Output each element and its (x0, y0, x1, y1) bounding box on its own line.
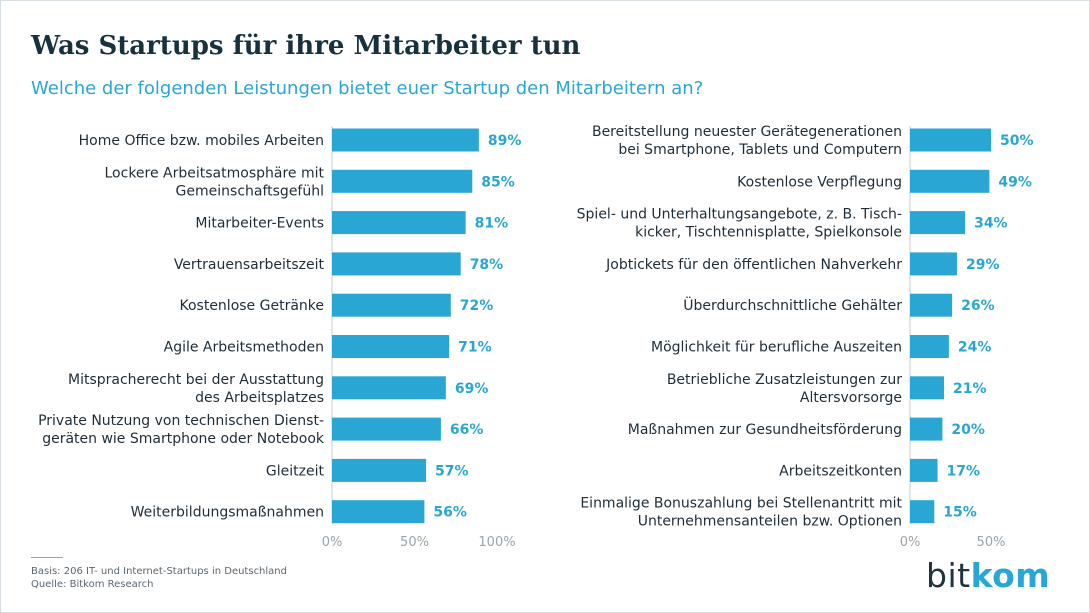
right-tick-label-2: 50% (977, 535, 1006, 550)
right-value-label-8: 20% (951, 422, 985, 438)
right-value-label-5: 26% (961, 298, 995, 314)
left-category-label-4: Vertrauensarbeitszeit (174, 257, 325, 273)
left-value-label-1: 89% (488, 133, 522, 149)
left-bar-4 (332, 252, 461, 276)
right-value-label-4: 29% (966, 257, 1000, 273)
right-bar-4 (910, 252, 957, 276)
left-value-label-2: 85% (481, 174, 515, 190)
right-tick-label-1: 0% (900, 535, 921, 550)
left-bar-6 (332, 335, 450, 358)
left-value-label-8: 66% (450, 422, 484, 438)
left-bar-9 (332, 458, 427, 482)
bitkom-logo: bitkom (926, 556, 1050, 595)
left-category-label-3: Mitarbeiter-Events (195, 216, 324, 232)
right-bar-3 (910, 211, 966, 235)
left-value-label-6: 71% (458, 340, 492, 356)
left-category-label-8: Private Nutzung von technischen Dienst-g… (38, 413, 325, 447)
left-value-label-3: 81% (475, 216, 509, 232)
right-category-label-6: Möglichkeit für berufliche Auszeiten (651, 340, 902, 356)
left-tick-label-1: 0% (322, 535, 343, 550)
right-value-label-9: 17% (947, 463, 981, 479)
right-category-label-4: Jobtickets für den öffentlichen Nahverke… (605, 257, 902, 273)
right-category-label-3: Spiel- und Unterhaltungsangebote, z. B. … (577, 207, 902, 241)
right-bar-1 (910, 128, 991, 152)
left-category-label-9: Gleitzeit (266, 463, 325, 479)
left-category-label-7: Mitspracherecht bei der Ausstattung des A… (68, 372, 324, 406)
left-category-label-6: Agile Arbeitsmethoden (164, 340, 324, 356)
footer-source: Quelle: Bitkom Research (31, 579, 154, 590)
left-bar-10 (332, 500, 425, 524)
right-bar-10 (910, 500, 935, 524)
left-value-label-4: 78% (470, 257, 504, 273)
right-value-label-10: 15% (943, 505, 977, 521)
right-category-label-7: Betriebliche Zusatzleistungen zur Altersv… (667, 372, 902, 406)
right-bar-7 (910, 376, 945, 400)
left-bar-5 (332, 293, 451, 317)
right-value-label-2: 49% (998, 174, 1032, 190)
right-category-label-9: Arbeitszeitkonten (779, 463, 902, 479)
right-bar-2 (910, 169, 990, 193)
left-category-label-5: Kostenlose Getränke (179, 298, 324, 314)
page-subtitle: Welche der folgenden Leistungen bietet e… (31, 78, 704, 99)
page-title: Was Startups für ihre Mitarbeiter tun (31, 31, 581, 61)
right-bar-5 (910, 293, 953, 317)
right-bar-6 (910, 335, 949, 358)
right-category-label-2: Kostenlose Verpflegung (737, 174, 902, 190)
right-category-label-8: Maßnahmen zur Gesundheitsförderung (628, 422, 902, 438)
bar-charts: Home Office bzw. mobiles Arbeiten 89% Lock… (38, 124, 1034, 550)
left-tick-label-2: 50% (400, 535, 429, 550)
left-bar-2 (332, 169, 473, 193)
left-bar-3 (332, 211, 466, 235)
right-category-label-5: Überdurchschnittliche Gehälter (683, 296, 902, 314)
left-tick-label-3: 100% (478, 535, 515, 550)
right-category-label-1: Bereitstellung neuester Gerätegeneration… (592, 124, 902, 158)
logo-part-bit: bit (926, 556, 971, 595)
left-category-label-1: Home Office bzw. mobiles Arbeiten (79, 133, 324, 149)
right-bar-8 (910, 417, 943, 441)
left-bar-7 (332, 376, 446, 400)
left-value-label-9: 57% (435, 463, 469, 479)
left-bar-8 (332, 417, 441, 441)
right-bar-9 (910, 458, 938, 482)
right-value-label-1: 50% (1000, 133, 1034, 149)
footer-divider (31, 557, 63, 558)
left-value-label-10: 56% (433, 505, 467, 521)
right-category-label-10: Einmalige Bonuszahlung bei Stellenantrit… (580, 496, 902, 530)
right-value-label-6: 24% (958, 340, 992, 356)
footer-basis: Basis: 206 IT- und Internet-Startups in … (31, 566, 287, 577)
left-category-label-10: Weiterbildungsmaßnahmen (131, 505, 324, 521)
left-bar-1 (332, 128, 479, 152)
right-value-label-7: 21% (953, 381, 987, 397)
logo-part-kom: kom (970, 556, 1051, 595)
left-category-label-2: Lockere Arbeitsatmosphäre mit Gemeinschaf… (105, 165, 325, 199)
right-value-label-3: 34% (974, 216, 1008, 232)
left-value-label-7: 69% (455, 381, 489, 397)
left-value-label-5: 72% (460, 298, 494, 314)
